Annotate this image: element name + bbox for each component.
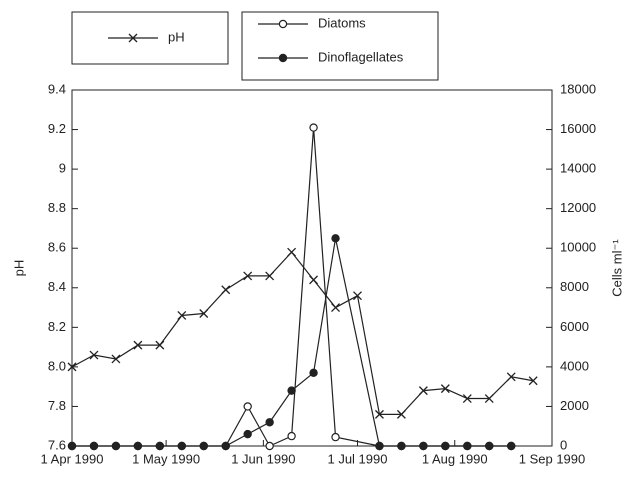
- y2-tick-label: 14000: [560, 161, 596, 176]
- marker: [89, 350, 99, 360]
- series-line: [72, 238, 512, 447]
- y2-tick-label: 4000: [560, 358, 589, 373]
- marker: [67, 362, 77, 372]
- y-tick-label: 9: [59, 161, 66, 176]
- series-line: [71, 251, 534, 415]
- marker: [353, 291, 362, 301]
- y2-tick-label: 0: [560, 437, 567, 452]
- marker: [309, 123, 318, 132]
- marker: [265, 418, 274, 427]
- y2-tick-label: 16000: [560, 121, 596, 136]
- marker: [331, 303, 340, 313]
- marker: [243, 271, 253, 281]
- marker: [155, 340, 165, 350]
- marker: [199, 441, 208, 451]
- legend-label: Diatoms: [318, 15, 366, 30]
- marker: [309, 275, 319, 285]
- marker: [528, 376, 538, 386]
- y-tick-label: 8.0: [48, 358, 66, 373]
- marker: [89, 441, 99, 451]
- marker: [287, 247, 297, 257]
- marker: [419, 441, 428, 451]
- y-axis-label: pH: [11, 260, 26, 277]
- marker: [243, 429, 252, 439]
- legend-label: Dinoflagellates: [318, 49, 404, 64]
- marker: [309, 368, 318, 378]
- marker: [287, 431, 296, 441]
- y-tick-label: 9.2: [48, 121, 66, 136]
- x-tick-label: 1 Sep 1990: [519, 451, 586, 466]
- marker: [397, 441, 406, 451]
- x-tick-label: 1 Apr 1990: [41, 451, 104, 466]
- marker: [331, 234, 340, 243]
- marker: [265, 441, 274, 451]
- marker: [418, 386, 428, 396]
- marker: [440, 384, 450, 394]
- y2-axis-label: Cells ml⁻¹: [609, 239, 624, 297]
- legend-box: [241, 11, 439, 81]
- y-tick-label: 9.4: [48, 81, 66, 96]
- y2-tick-label: 18000: [560, 81, 596, 96]
- marker: [133, 441, 143, 451]
- legend-label: pH: [168, 29, 185, 44]
- marker: [177, 441, 187, 451]
- marker: [221, 441, 230, 451]
- marker: [441, 441, 450, 451]
- y-tick-label: 8.4: [48, 279, 66, 294]
- marker: [265, 271, 275, 281]
- marker: [155, 441, 165, 451]
- marker: [484, 394, 494, 403]
- x-tick-label: 1 May 1990: [132, 451, 200, 466]
- marker: [67, 441, 77, 451]
- marker: [199, 309, 209, 318]
- y-tick-label: 8.2: [48, 319, 66, 334]
- legend-box: [71, 11, 229, 65]
- marker: [331, 432, 340, 442]
- y-tick-label: 7.6: [48, 437, 66, 452]
- x-tick-label: 1 Jul 1990: [327, 451, 387, 466]
- marker: [111, 441, 121, 451]
- y2-tick-label: 8000: [560, 279, 589, 294]
- marker: [396, 409, 406, 419]
- marker: [278, 53, 288, 63]
- x-tick-label: 1 Aug 1990: [422, 451, 488, 466]
- y-tick-label: 8.6: [48, 240, 66, 255]
- marker: [111, 354, 121, 364]
- marker: [278, 19, 288, 29]
- marker: [485, 441, 494, 451]
- y-tick-label: 7.8: [48, 398, 66, 413]
- marker: [462, 394, 472, 403]
- y2-tick-label: 12000: [560, 200, 596, 215]
- marker: [375, 441, 384, 451]
- marker: [507, 441, 516, 451]
- marker: [463, 441, 472, 451]
- marker: [287, 386, 296, 395]
- y2-tick-label: 10000: [560, 240, 596, 255]
- y2-tick-label: 2000: [560, 398, 589, 413]
- marker: [128, 33, 138, 43]
- y-tick-label: 8.8: [48, 200, 66, 215]
- marker: [221, 285, 231, 295]
- plot-frame: [71, 89, 553, 447]
- marker: [177, 311, 187, 320]
- y2-tick-label: 6000: [560, 319, 589, 334]
- marker: [506, 372, 516, 382]
- marker: [374, 409, 384, 419]
- x-tick-label: 1 Jun 1990: [231, 451, 295, 466]
- series-line: [72, 127, 512, 447]
- marker: [243, 402, 252, 411]
- marker: [133, 340, 143, 350]
